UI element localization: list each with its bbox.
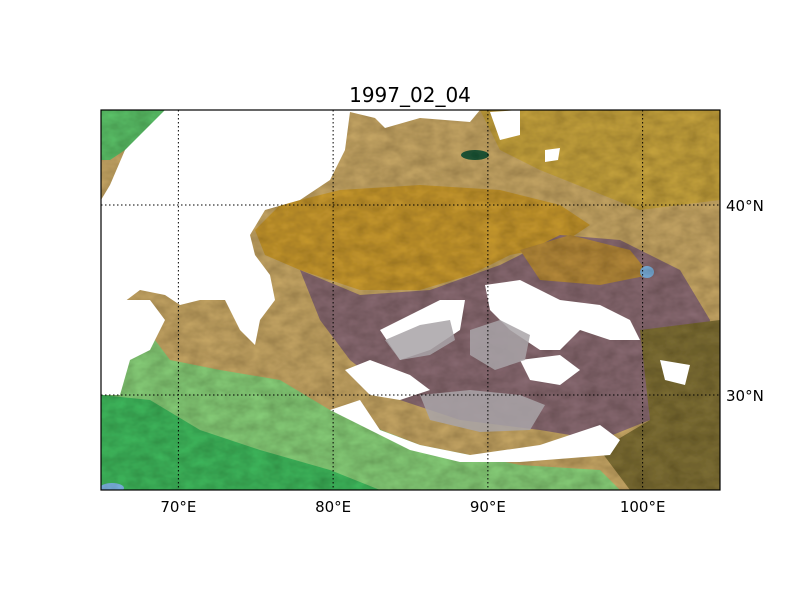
- longitude-label: 100°E: [620, 498, 666, 516]
- longitude-labels: 70°E 80°E 90°E 100°E: [160, 498, 665, 516]
- longitude-label: 90°E: [470, 498, 506, 516]
- longitude-label: 70°E: [160, 498, 196, 516]
- latitude-label: 40°N: [726, 197, 764, 215]
- lake-qinghai: [640, 266, 654, 278]
- latitude-labels: 30°N 40°N: [726, 197, 764, 405]
- relief-map: [100, 110, 720, 493]
- latitude-label: 30°N: [726, 387, 764, 405]
- map-title: 1997_02_04: [349, 83, 471, 107]
- arabian-sea-water: [100, 483, 124, 493]
- lake-issyk-kul: [461, 150, 489, 160]
- longitude-label: 80°E: [315, 498, 351, 516]
